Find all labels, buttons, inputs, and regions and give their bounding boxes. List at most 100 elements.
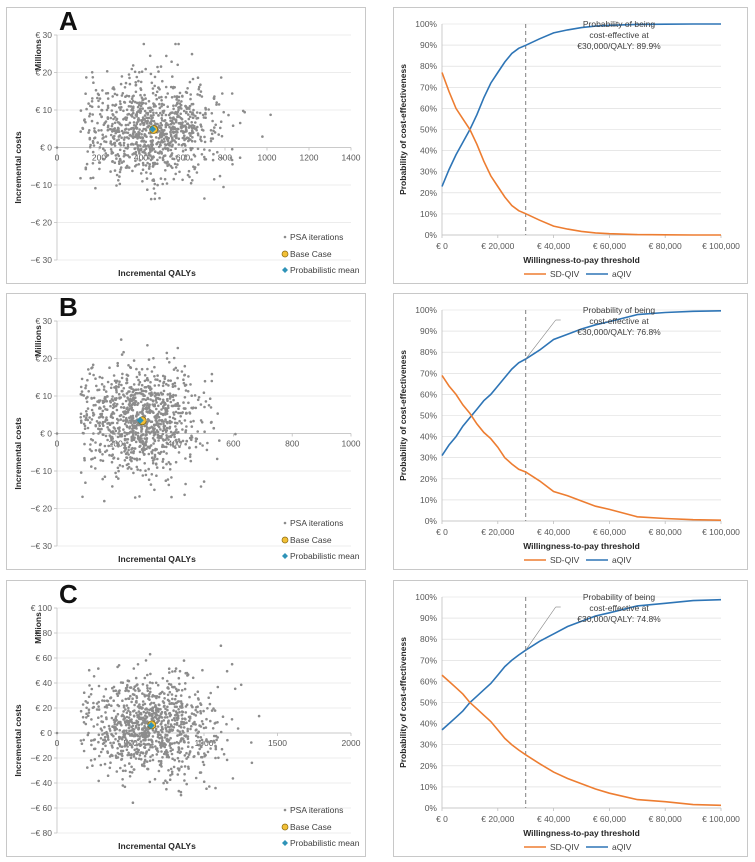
psa-point bbox=[94, 186, 97, 190]
psa-point bbox=[156, 457, 159, 461]
psa-point bbox=[115, 402, 119, 406]
psa-point bbox=[165, 781, 169, 784]
psa-point bbox=[146, 720, 149, 723]
psa-point bbox=[184, 125, 188, 129]
psa-point bbox=[135, 747, 139, 751]
psa-point bbox=[143, 143, 146, 146]
psa-point bbox=[97, 416, 101, 419]
psa-point bbox=[83, 424, 87, 428]
psa-point bbox=[125, 729, 128, 732]
psa-point bbox=[162, 412, 166, 416]
x-tick-label: € 20,000 bbox=[481, 814, 514, 824]
psa-point bbox=[79, 419, 83, 422]
psa-point bbox=[163, 119, 166, 123]
psa-point bbox=[116, 435, 120, 439]
psa-point bbox=[160, 128, 164, 132]
psa-point bbox=[123, 459, 127, 462]
legend-prob-mean-label: Probabilistic mean bbox=[290, 838, 360, 848]
psa-point bbox=[162, 719, 166, 722]
psa-point bbox=[218, 439, 221, 442]
psa-point bbox=[139, 93, 142, 97]
psa-point bbox=[208, 397, 212, 400]
psa-point bbox=[96, 388, 99, 392]
psa-point bbox=[121, 699, 124, 702]
psa-point bbox=[141, 433, 145, 436]
psa-point bbox=[183, 765, 187, 768]
x-axis-title: Incremental QALYs bbox=[118, 268, 196, 278]
psa-point bbox=[138, 128, 141, 131]
psa-point bbox=[120, 129, 124, 133]
psa-point bbox=[107, 444, 110, 448]
psa-point bbox=[91, 162, 95, 165]
psa-point bbox=[198, 93, 202, 97]
psa-point bbox=[138, 737, 141, 741]
psa-point bbox=[238, 121, 242, 125]
psa-point bbox=[236, 727, 240, 730]
psa-point bbox=[156, 683, 160, 687]
psa-point bbox=[183, 407, 187, 410]
psa-point bbox=[199, 711, 203, 715]
psa-point bbox=[94, 424, 97, 427]
psa-point bbox=[186, 87, 189, 90]
y-tick-label: 20% bbox=[420, 761, 437, 771]
x-tick-label: € 40,000 bbox=[537, 241, 570, 251]
psa-point bbox=[118, 429, 121, 433]
psa-point bbox=[136, 705, 140, 708]
psa-point bbox=[146, 711, 149, 714]
psa-point bbox=[125, 686, 129, 689]
probabilistic-mean-marker bbox=[147, 722, 155, 729]
psa-point bbox=[164, 707, 167, 711]
psa-point bbox=[196, 430, 199, 433]
psa-point bbox=[145, 422, 148, 426]
psa-point bbox=[137, 378, 140, 382]
psa-point bbox=[132, 94, 135, 98]
psa-point bbox=[199, 90, 203, 93]
psa-point bbox=[131, 107, 134, 110]
psa-point bbox=[87, 390, 90, 393]
y-tick-label: −€ 20 bbox=[30, 753, 52, 763]
psa-point bbox=[125, 108, 129, 112]
psa-point bbox=[165, 729, 168, 733]
psa-point bbox=[166, 698, 170, 702]
psa-point bbox=[196, 93, 199, 96]
psa-point bbox=[156, 151, 160, 155]
psa-point bbox=[161, 429, 165, 433]
psa-point bbox=[55, 146, 59, 149]
psa-point bbox=[158, 150, 162, 153]
psa-point bbox=[84, 722, 88, 726]
psa-point bbox=[106, 106, 110, 110]
psa-point bbox=[126, 123, 130, 127]
psa-point bbox=[219, 126, 222, 130]
psa-point bbox=[125, 377, 129, 381]
psa-point bbox=[233, 687, 237, 691]
psa-point bbox=[98, 430, 102, 434]
legend-psa-icon bbox=[283, 521, 287, 525]
psa-point bbox=[188, 131, 191, 135]
psa-point bbox=[144, 129, 148, 132]
psa-point bbox=[134, 135, 137, 139]
psa-point bbox=[127, 445, 131, 449]
psa-point bbox=[177, 789, 181, 793]
psa-point bbox=[203, 148, 206, 151]
psa-point bbox=[127, 751, 130, 755]
psa-point bbox=[152, 113, 155, 117]
annotation-leader-line bbox=[525, 319, 556, 360]
psa-point bbox=[147, 157, 150, 160]
psa-point bbox=[140, 430, 143, 433]
psa-point bbox=[167, 384, 170, 387]
psa-point bbox=[163, 154, 167, 157]
psa-point bbox=[201, 444, 204, 447]
psa-point bbox=[155, 97, 158, 101]
psa-point bbox=[153, 439, 157, 443]
psa-point bbox=[88, 145, 92, 149]
psa-point bbox=[143, 118, 146, 121]
psa-point bbox=[208, 785, 211, 788]
psa-point bbox=[119, 749, 123, 753]
psa-point bbox=[167, 667, 171, 670]
psa-point bbox=[121, 730, 125, 733]
psa-point bbox=[133, 130, 136, 134]
psa-point bbox=[187, 113, 190, 116]
y-tick-label: 40% bbox=[420, 432, 437, 442]
psa-point bbox=[154, 727, 158, 731]
psa-point bbox=[122, 428, 125, 431]
